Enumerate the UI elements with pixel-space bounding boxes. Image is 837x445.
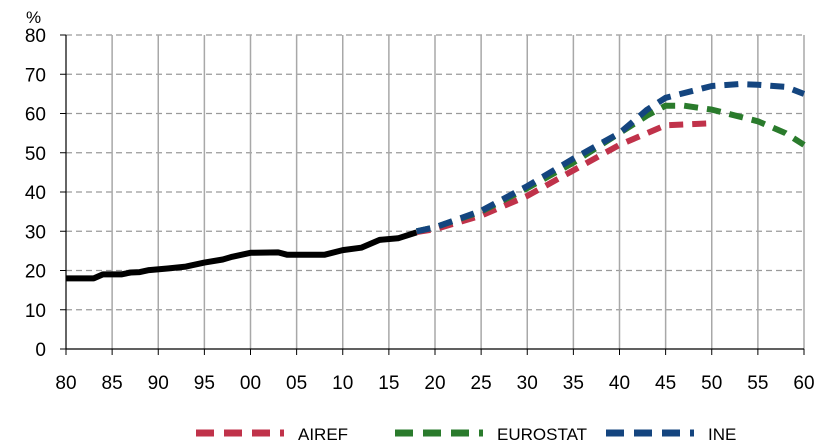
x-tick-label: 40: [609, 373, 630, 394]
y-tick-label: 80: [25, 26, 46, 47]
x-tick-label: 20: [424, 373, 445, 394]
legend-label-airef: AIREF: [298, 425, 348, 444]
x-tick-label: 35: [563, 373, 584, 394]
legend-label-eurostat: EUROSTAT: [497, 425, 587, 444]
x-tick-label: 85: [102, 373, 123, 394]
x-tick-label: 60: [793, 373, 814, 394]
y-tick-label: 70: [25, 65, 46, 86]
y-tick-label: 10: [25, 301, 46, 322]
legend: AIREF EUROSTAT INE: [196, 425, 736, 444]
x-tick-label: 45: [655, 373, 676, 394]
y-tick-labels: 0 10 20 30 40 50 60 70 80: [25, 26, 46, 361]
x-tick-labels: 80 85 90 95 00 05 10 15 20 25 30 35 40 45 50 55 60: [55, 373, 814, 394]
series-ine-line: [415, 81, 806, 235]
x-tick-label: 50: [701, 373, 722, 394]
x-tick-label: 00: [240, 373, 261, 394]
y-unit-label: %: [26, 8, 41, 27]
y-tick-label: 0: [35, 340, 46, 361]
x-tick-label: 10: [332, 373, 353, 394]
x-tick-label: 30: [517, 373, 538, 394]
y-tick-label: 20: [25, 262, 46, 283]
x-tick-label: 90: [148, 373, 169, 394]
series-eurostat-line: [415, 102, 806, 235]
x-tick-label: 15: [378, 373, 399, 394]
y-tick-label: 30: [25, 222, 46, 243]
x-tick-label: 80: [55, 373, 76, 394]
gridlines: [66, 34, 805, 349]
x-tick-label: 55: [747, 373, 768, 394]
y-tick-label: 40: [25, 183, 46, 204]
x-tick-label: 05: [286, 373, 307, 394]
x-tick-label: 95: [194, 373, 215, 394]
y-tick-label: 60: [25, 105, 46, 126]
x-tick-label: 25: [471, 373, 492, 394]
y-tick-label: 50: [25, 144, 46, 165]
series-lines: [66, 81, 806, 282]
axes: [60, 34, 805, 355]
series-historical-line: [66, 229, 418, 282]
legend-label-ine: INE: [708, 425, 736, 444]
